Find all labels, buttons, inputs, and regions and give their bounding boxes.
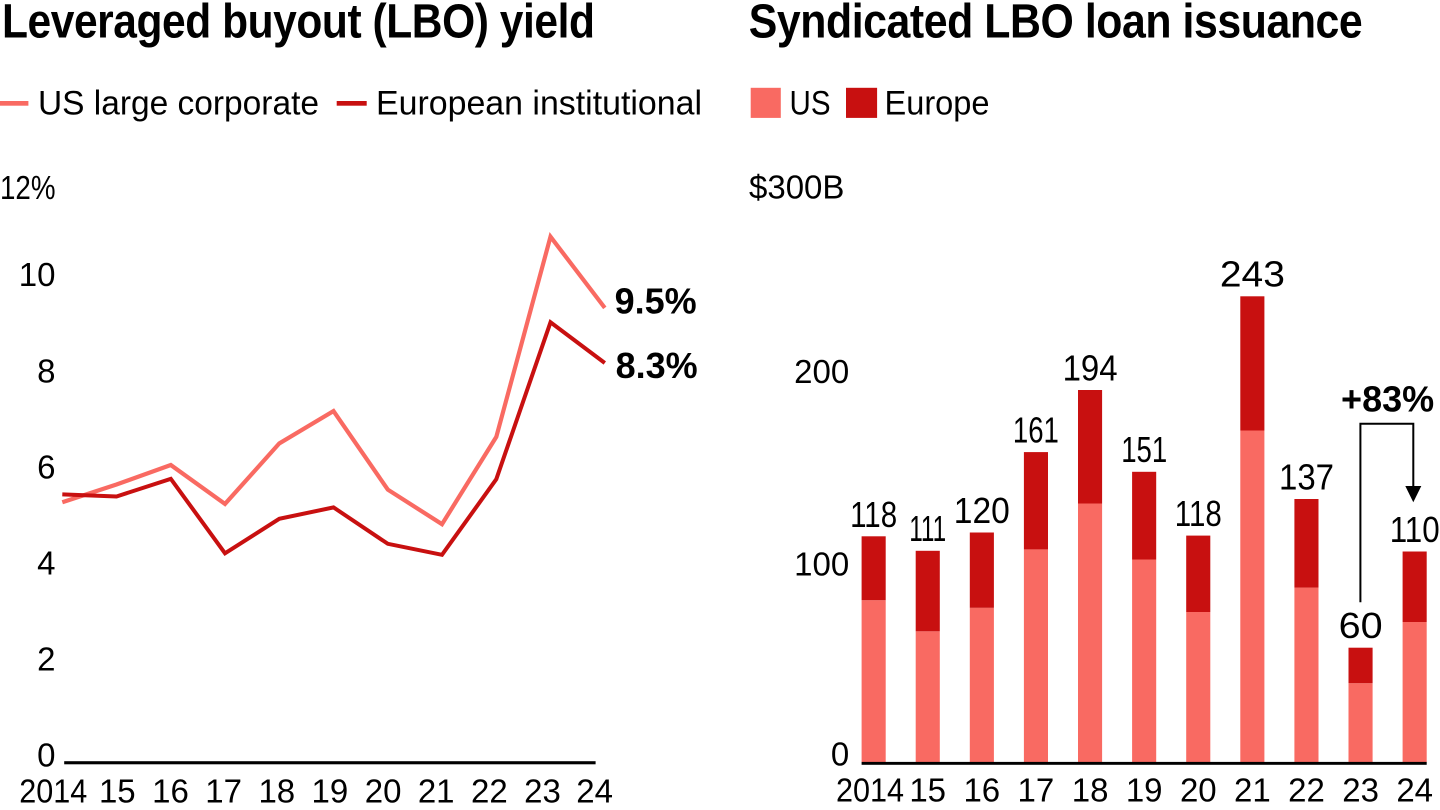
svg-text:20: 20 — [365, 773, 402, 810]
svg-text:4: 4 — [37, 544, 55, 581]
svg-text:22: 22 — [471, 773, 508, 810]
svg-text:0: 0 — [37, 737, 55, 774]
svg-text:120: 120 — [954, 490, 1010, 531]
svg-text:118: 118 — [850, 494, 897, 535]
svg-text:20: 20 — [1180, 772, 1217, 809]
svg-text:2014: 2014 — [836, 772, 904, 809]
svg-text:243: 243 — [1220, 254, 1285, 295]
svg-text:9.5%: 9.5% — [615, 280, 697, 321]
svg-text:2014: 2014 — [19, 773, 87, 810]
svg-text:$300B: $300B — [749, 168, 844, 205]
svg-text:15: 15 — [99, 773, 136, 810]
svg-text:19: 19 — [1126, 772, 1163, 809]
svg-text:16: 16 — [152, 773, 189, 810]
svg-text:15: 15 — [909, 772, 946, 809]
svg-text:118: 118 — [1175, 493, 1222, 534]
svg-text:200: 200 — [794, 353, 849, 390]
svg-text:European institutional: European institutional — [376, 85, 702, 123]
svg-text:111: 111 — [909, 508, 946, 549]
svg-text:Europe: Europe — [885, 85, 990, 123]
svg-text:17: 17 — [1018, 772, 1055, 809]
svg-text:2: 2 — [37, 641, 55, 678]
svg-text:19: 19 — [312, 773, 349, 810]
svg-text:Leveraged buyout (LBO) yield: Leveraged buyout (LBO) yield — [2, 0, 595, 49]
svg-text:17: 17 — [205, 773, 242, 810]
svg-text:Syndicated LBO loan issuance: Syndicated LBO loan issuance — [749, 0, 1363, 49]
svg-text:100: 100 — [794, 546, 849, 583]
svg-text:8: 8 — [37, 352, 55, 389]
svg-text:10: 10 — [19, 256, 56, 293]
svg-text:+83%: +83% — [1341, 379, 1434, 420]
svg-text:18: 18 — [1072, 772, 1109, 809]
svg-text:6: 6 — [37, 448, 55, 485]
svg-text:8.3%: 8.3% — [616, 345, 698, 386]
svg-text:137: 137 — [1279, 456, 1334, 497]
svg-text:21: 21 — [418, 773, 455, 810]
svg-text:24: 24 — [576, 773, 613, 810]
svg-text:151: 151 — [1121, 429, 1167, 470]
svg-text:194: 194 — [1063, 347, 1118, 388]
svg-text:110: 110 — [1390, 509, 1440, 550]
svg-text:23: 23 — [1342, 772, 1379, 809]
svg-text:US large corporate: US large corporate — [38, 85, 319, 123]
svg-text:18: 18 — [258, 773, 295, 810]
svg-text:60: 60 — [1339, 605, 1383, 646]
svg-text:24: 24 — [1396, 772, 1433, 809]
svg-text:21: 21 — [1234, 772, 1271, 809]
svg-text:12%: 12% — [0, 169, 56, 206]
svg-text:16: 16 — [963, 772, 1000, 809]
svg-text:0: 0 — [831, 736, 849, 773]
svg-text:22: 22 — [1288, 772, 1325, 809]
svg-text:US: US — [790, 85, 831, 123]
svg-text:23: 23 — [524, 773, 561, 810]
svg-text:161: 161 — [1013, 410, 1059, 451]
